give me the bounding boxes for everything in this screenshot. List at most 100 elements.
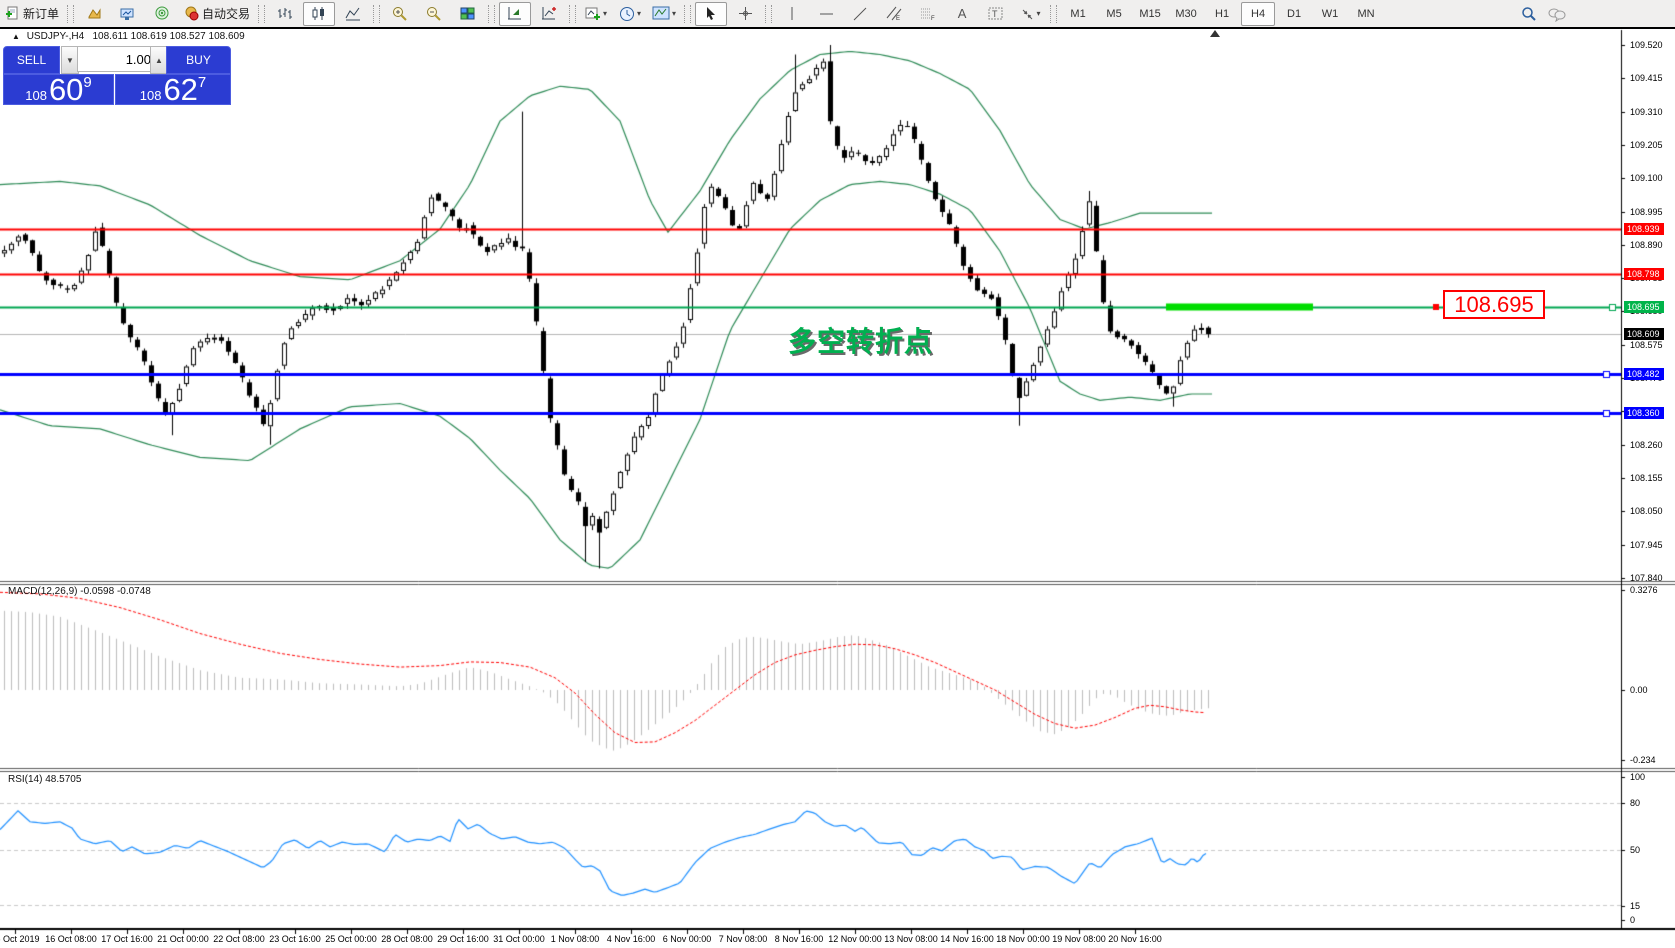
price-callout-box[interactable]: 108.695 — [1443, 290, 1545, 319]
text-label-tool[interactable]: T — [980, 2, 1012, 26]
time-axis-label: 14 Nov 16:00 — [940, 934, 994, 944]
price-tick-label: 107.945 — [1630, 539, 1663, 550]
rsi-label: RSI(14) 48.5705 — [8, 774, 82, 785]
toolbar-grip — [765, 4, 773, 23]
sell-price-pip: 9 — [83, 74, 92, 91]
text-tool[interactable]: A — [957, 6, 967, 21]
time-axis-label: 21 Oct 00:00 — [157, 934, 209, 944]
one-click-trading-panel: SELL ▼ ▲ BUY 108 60 9 108 62 7 — [3, 46, 231, 105]
arrows-tool[interactable]: ▾ — [1014, 2, 1046, 26]
symbol-period-label: USDJPY-,H4 — [26, 31, 85, 42]
rsi-tick-label: 100 — [1630, 772, 1646, 782]
buy-price-main: 62 — [163, 72, 198, 107]
timeframe-m1[interactable]: M1 — [1070, 7, 1086, 20]
svg-text:T: T — [992, 9, 998, 19]
svg-text:E: E — [896, 16, 900, 21]
level-price-label: 108.482 — [1624, 368, 1664, 381]
timeframe-h1[interactable]: H1 — [1215, 7, 1230, 20]
toolbar-grip — [684, 4, 692, 23]
new-order-button[interactable]: 新订单 — [1, 2, 63, 26]
fibonacci-tool[interactable]: F — [912, 2, 944, 26]
rsi-tick-label: 15 — [1630, 901, 1641, 911]
terminal-icon[interactable] — [112, 2, 144, 26]
crosshair-tool[interactable] — [729, 2, 761, 26]
timeframe-h4[interactable]: H4 — [1241, 1, 1276, 26]
time-axis-label: 23 Oct 16:00 — [269, 934, 321, 944]
line-chart-icon[interactable] — [337, 2, 369, 26]
trendline-tool[interactable] — [844, 2, 876, 26]
price-tick-label: 108.890 — [1630, 239, 1663, 250]
timeframe-group: M1 M5 M15 M30 H1 H4 D1 W1 MN — [1060, 1, 1384, 26]
indicators-icon[interactable] — [499, 1, 532, 26]
horizontal-line-tool[interactable] — [810, 2, 842, 26]
candlestick-chart-icon[interactable] — [303, 1, 336, 26]
toolbar-grip — [569, 4, 577, 23]
timeframe-m30[interactable]: M30 — [1175, 7, 1197, 20]
price-tick-label: 109.310 — [1630, 106, 1663, 117]
equidistant-channel-tool[interactable]: E — [878, 2, 910, 26]
timeframe-m5[interactable]: M5 — [1106, 7, 1122, 20]
buy-button[interactable]: BUY — [166, 46, 231, 74]
rsi-tick-label: 0 — [1630, 915, 1636, 925]
macd-tick-label: -0.234 — [1630, 755, 1656, 765]
tile-windows-icon[interactable] — [452, 2, 484, 26]
chart-window-icon[interactable] — [78, 2, 110, 26]
timeframe-clock-button[interactable]: ▾ — [614, 2, 646, 26]
macd-tick-label: 0.00 — [1630, 685, 1648, 695]
chat-icon[interactable] — [1541, 2, 1573, 26]
time-axis-label: 12 Nov 00:00 — [828, 934, 882, 944]
time-axis-label: 29 Oct 16:00 — [437, 934, 489, 944]
dropdown-caret: ▾ — [1036, 9, 1041, 18]
volume-increase-button[interactable]: ▲ — [150, 46, 168, 74]
timeframe-d1[interactable]: D1 — [1287, 7, 1302, 20]
buy-price-button[interactable]: 108 62 7 — [115, 74, 231, 105]
collapse-triangle-icon: ▲ — [12, 32, 20, 41]
volume-input[interactable] — [77, 46, 158, 72]
macd-label: MACD(12,26,9) -0.0598 -0.0748 — [8, 586, 151, 597]
search-icon[interactable] — [1513, 2, 1545, 26]
bar-chart-icon[interactable] — [269, 2, 301, 26]
timeframe-mn[interactable]: MN — [1357, 7, 1375, 20]
indicators-list-icon[interactable] — [533, 2, 565, 26]
autotrading-button[interactable]: 自动交易 — [180, 2, 254, 26]
time-axis-label: 19 Nov 08:00 — [1052, 934, 1106, 944]
sell-price-main: 60 — [48, 72, 84, 107]
vertical-line-tool[interactable] — [776, 2, 808, 26]
time-axis-label: 15 Oct 2019 — [0, 934, 40, 944]
rsi-tick-label: 50 — [1630, 845, 1641, 855]
sell-button[interactable]: SELL — [3, 46, 60, 74]
level-price-label: 108.798 — [1624, 268, 1664, 281]
time-axis-label: 4 Nov 16:00 — [606, 934, 656, 944]
strategy-tester-icon[interactable] — [146, 2, 178, 26]
price-tick-label: 109.205 — [1630, 139, 1663, 150]
price-tick-label: 108.155 — [1630, 472, 1663, 483]
cursor-tool[interactable] — [695, 1, 728, 26]
sell-price-prefix: 108 — [25, 88, 47, 103]
level-price-label: 108.695 — [1624, 300, 1664, 313]
toolbar-grip — [67, 4, 75, 23]
time-axis-label: 31 Oct 00:00 — [493, 934, 545, 944]
time-axis-label: 16 Oct 08:00 — [45, 934, 97, 944]
time-axis-label: 1 Nov 08:00 — [550, 934, 600, 944]
current-price-label: 108.609 — [1624, 328, 1664, 341]
chart-annotation-text[interactable]: 多空转折点 — [788, 326, 934, 357]
price-tick-label: 108.995 — [1630, 206, 1663, 217]
zoom-out-icon[interactable] — [418, 2, 450, 26]
macd-values: -0.0598 -0.0748 — [80, 586, 151, 597]
toolbar-grip — [1050, 4, 1058, 23]
price-tick-label: 108.050 — [1630, 506, 1663, 517]
zoom-in-icon[interactable] — [384, 2, 416, 26]
template-button[interactable]: ▾ — [648, 2, 680, 26]
chart-shift-marker[interactable] — [1210, 30, 1220, 37]
sell-price-button[interactable]: 108 60 9 — [3, 74, 114, 105]
price-tick-label: 107.840 — [1630, 572, 1663, 583]
timeframe-m15[interactable]: M15 — [1139, 7, 1161, 20]
add-indicator-button[interactable]: ▾ — [580, 2, 612, 26]
timeframe-w1[interactable]: W1 — [1321, 7, 1339, 20]
price-tick-label: 108.575 — [1630, 339, 1663, 350]
level-price-label: 108.360 — [1624, 407, 1664, 420]
chart-title: ▲ USDJPY-,H4 108.611 108.619 108.527 108… — [12, 31, 245, 42]
time-axis-label: 25 Oct 00:00 — [325, 934, 377, 944]
time-axis-label: 18 Nov 00:00 — [996, 934, 1050, 944]
